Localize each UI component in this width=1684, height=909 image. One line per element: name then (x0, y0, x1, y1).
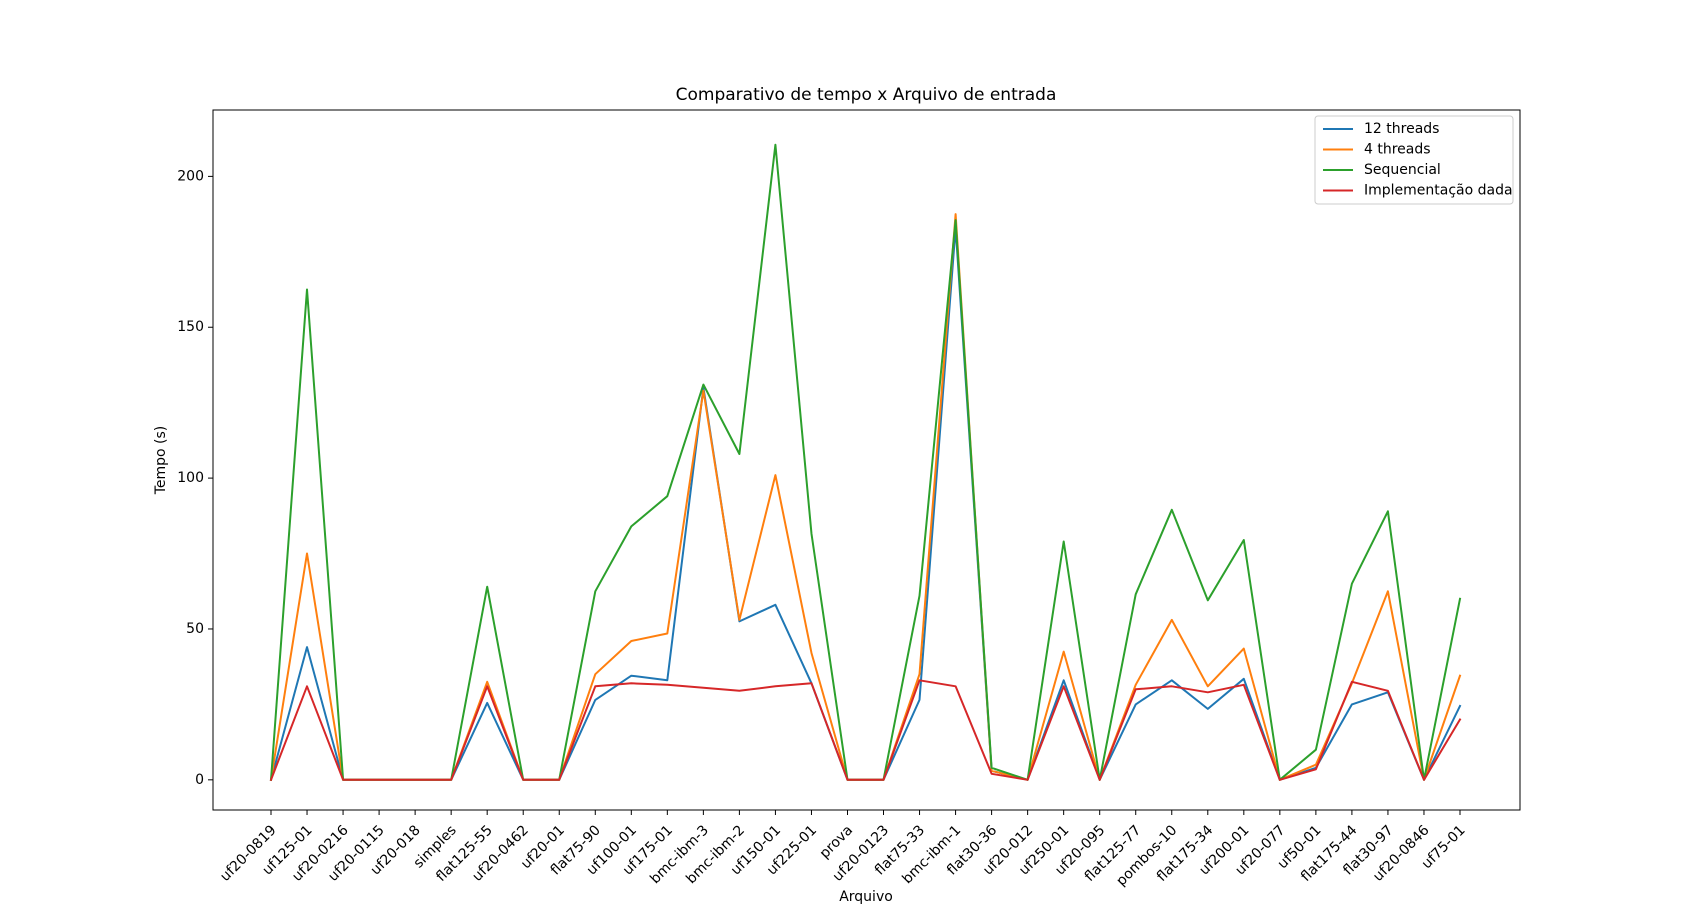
legend-label: Sequencial (1364, 162, 1441, 178)
y-tick-label: 0 (195, 772, 204, 788)
legend-box (1314, 115, 1514, 205)
legend-label: 4 threads (1364, 142, 1431, 158)
y-axis: 0 50 100 150 200 (177, 168, 213, 788)
legend: 12 threads 4 threads Sequencial Implementaç… (1314, 115, 1514, 205)
legend-label: Implementação dada (1364, 183, 1513, 199)
chart-title: Comparativo de tempo x Arquivo de entrad… (676, 85, 1057, 105)
legend-label: 12 threads (1364, 121, 1439, 137)
series-line-4 (269, 679, 1462, 782)
plot-area-frame (212, 109, 1521, 811)
y-tick-label: 200 (177, 168, 204, 184)
y-axis-label: Tempo (s) (153, 426, 169, 496)
series-layer (269, 143, 1462, 782)
y-tick-label: 50 (186, 621, 204, 637)
x-axis-label: Arquivo (839, 889, 893, 905)
y-tick-label: 150 (177, 319, 204, 335)
y-tick-label: 100 (177, 470, 204, 486)
